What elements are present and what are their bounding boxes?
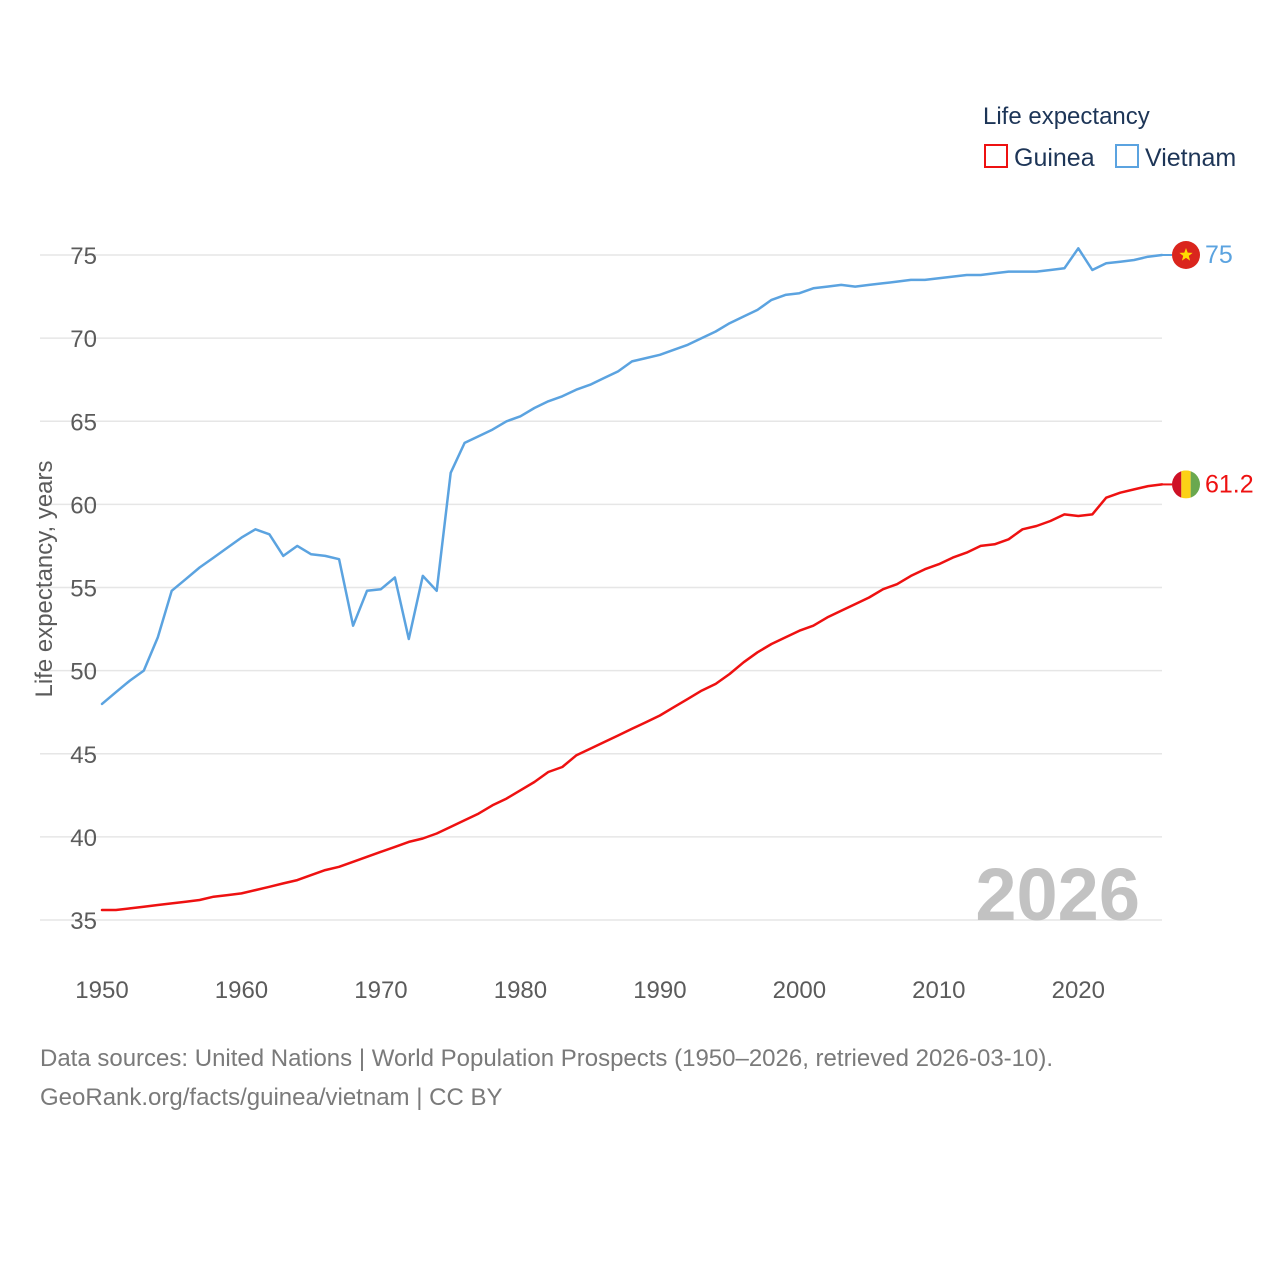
x-tick-label: 2000 <box>773 977 826 1004</box>
y-tick-label: 50 <box>70 659 97 686</box>
y-tick-label: 60 <box>70 492 97 519</box>
guinea-flag-icon <box>1172 470 1200 499</box>
series-line-guinea[interactable] <box>100 483 1164 912</box>
y-axis-title: Life expectancy, years <box>31 460 58 697</box>
source-line-1: Data sources: United Nations | World Pop… <box>40 1045 1054 1072</box>
year-watermark: 2026 <box>975 853 1140 936</box>
source-line-2: GeoRank.org/facts/guinea/vietnam | CC BY <box>40 1084 503 1111</box>
legend-item-guinea[interactable]: Guinea <box>984 144 1095 172</box>
y-tick-label: 45 <box>70 742 97 769</box>
x-tick-label: 1980 <box>494 977 547 1004</box>
series-line-vietnam[interactable] <box>100 247 1164 706</box>
x-tick-label: 1970 <box>354 977 407 1004</box>
x-tick-label: 1990 <box>633 977 686 1004</box>
vietnam-flag-icon <box>1172 241 1200 269</box>
legend-label-guinea: Guinea <box>1014 144 1095 172</box>
legend-item-vietnam[interactable]: Vietnam <box>1115 144 1236 172</box>
legend-swatch-guinea <box>984 144 1008 168</box>
series-endpoints: 61.2 75 <box>1162 241 1254 499</box>
x-tick-label: 2010 <box>912 977 965 1004</box>
end-value-label-vietnam: 75 <box>1205 241 1233 269</box>
axis-ticks: 35 40 45 50 55 60 65 70 75 1950 1960 1970 1980 1990 20… <box>70 243 1105 1004</box>
x-tick-label: 2020 <box>1052 977 1105 1004</box>
y-tick-label: 35 <box>70 908 97 935</box>
legend-swatch-vietnam <box>1115 144 1139 168</box>
end-value-label-guinea: 61.2 <box>1205 470 1254 498</box>
x-tick-label: 1960 <box>215 977 268 1004</box>
y-tick-label: 75 <box>70 243 97 270</box>
y-tick-label: 55 <box>70 576 97 603</box>
legend-title: Life expectancy <box>983 103 1150 130</box>
legend[interactable]: Life expectancy Guinea Vietnam <box>983 103 1236 172</box>
y-tick-label: 70 <box>70 326 97 353</box>
y-tick-label: 65 <box>70 409 97 436</box>
legend-label-vietnam: Vietnam <box>1145 144 1236 172</box>
y-tick-label: 40 <box>70 825 97 852</box>
series-lines <box>100 247 1164 912</box>
x-tick-label: 1950 <box>75 977 128 1004</box>
grid <box>40 254 1162 921</box>
